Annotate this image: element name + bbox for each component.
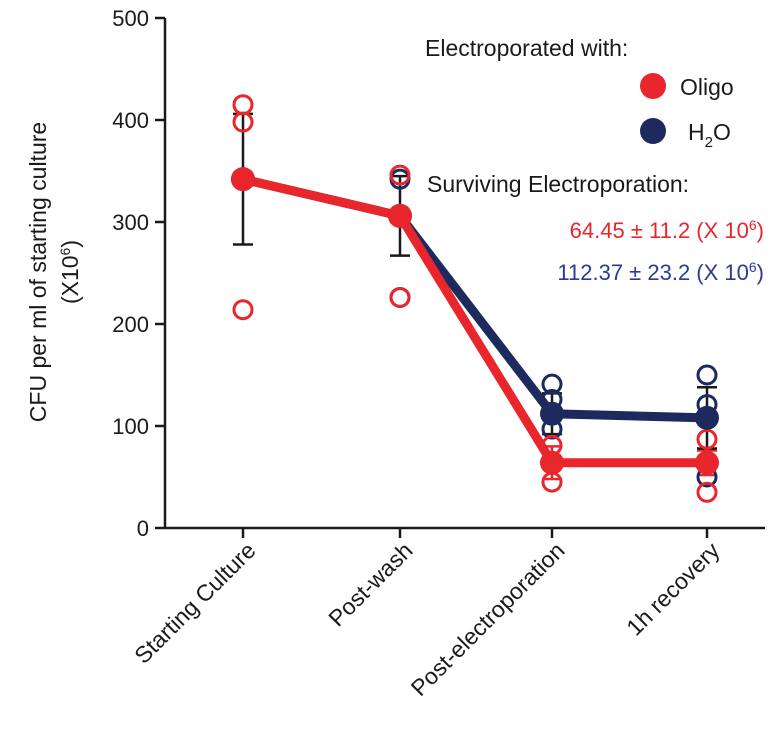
y-tick-label: 500 bbox=[112, 6, 149, 31]
survival-oligo-value: 64.45 ± 11.2 (X 106) bbox=[570, 217, 764, 243]
data-point-oligo bbox=[232, 94, 254, 116]
x-tick-label: 1h recovery bbox=[621, 537, 725, 641]
mean-marker-oligo bbox=[695, 450, 719, 475]
data-points bbox=[232, 94, 718, 503]
y-ticks: 0 100 200 300 400 500 bbox=[112, 6, 165, 541]
error-bars bbox=[233, 112, 717, 481]
data-point-h2o bbox=[696, 364, 718, 386]
series-lines bbox=[238, 174, 712, 468]
x-tick-label: Starting Culture bbox=[129, 537, 260, 668]
y-tick-label: 200 bbox=[112, 312, 149, 337]
mean-marker-oligo bbox=[388, 203, 412, 228]
series-line-oligo bbox=[238, 174, 712, 468]
y-axis-title: CFU per ml of starting culture bbox=[25, 122, 51, 422]
y-axis-unit: (X106) bbox=[57, 240, 83, 304]
mean-marker-h2o bbox=[695, 405, 719, 430]
legend-h2o-label: H2O bbox=[688, 119, 731, 151]
survival-annotation: Surviving Electroporation: 64.45 ± 11.2 … bbox=[427, 171, 764, 285]
y-tick-label: 300 bbox=[112, 210, 149, 235]
mean-marker-h2o bbox=[540, 401, 564, 426]
legend: Electroporated with: Oligo H2O bbox=[425, 35, 734, 151]
data-point-oligo bbox=[232, 111, 254, 133]
series-line-h2o bbox=[238, 174, 712, 423]
mean-marker-oligo bbox=[540, 450, 564, 475]
data-point-h2o bbox=[541, 373, 563, 395]
mean-markers bbox=[231, 167, 719, 475]
data-point-oligo bbox=[696, 428, 718, 450]
survival-title: Surviving Electroporation: bbox=[427, 171, 689, 197]
x-tick-label: Post-wash bbox=[323, 537, 417, 631]
mean-marker-oligo bbox=[231, 167, 255, 192]
x-tick-label: Post-electroporation bbox=[406, 537, 570, 701]
legend-oligo-marker bbox=[640, 73, 666, 99]
legend-title: Electroporated with: bbox=[425, 35, 628, 61]
data-point-oligo bbox=[696, 481, 718, 503]
x-ticks: Starting Culture Post-washPost-electropor… bbox=[129, 528, 725, 701]
data-point-oligo bbox=[389, 164, 411, 186]
data-point-oligo bbox=[389, 286, 411, 308]
data-point-oligo bbox=[232, 299, 254, 321]
y-tick-label: 100 bbox=[112, 414, 149, 439]
survival-h2o-value: 112.37 ± 23.2 (X 106) bbox=[557, 259, 764, 285]
y-tick-label: 0 bbox=[137, 516, 149, 541]
y-tick-label: 400 bbox=[112, 108, 149, 133]
legend-h2o-marker bbox=[640, 118, 666, 144]
axes bbox=[163, 18, 765, 530]
legend-oligo-label: Oligo bbox=[680, 74, 734, 100]
